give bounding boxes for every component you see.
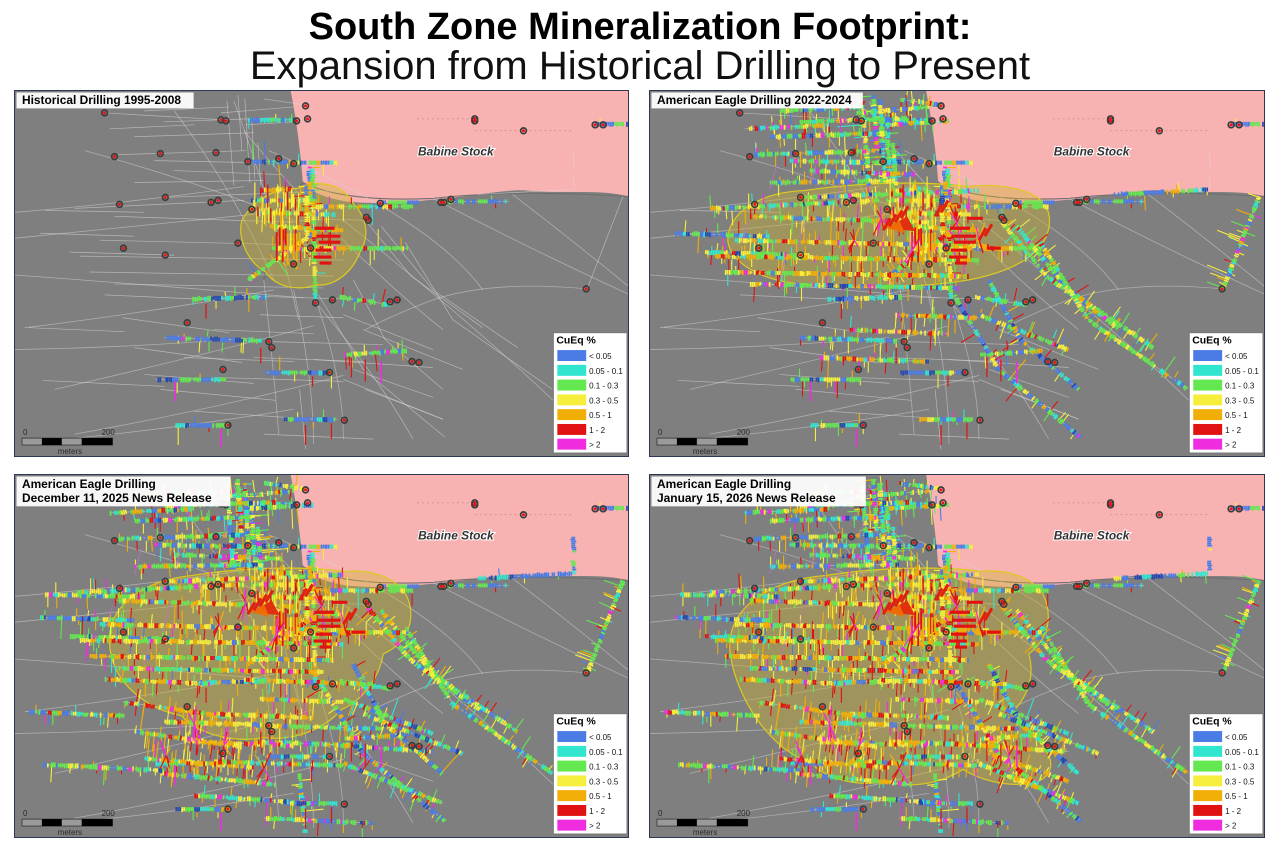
- svg-text:Babine Stock: Babine Stock: [418, 145, 495, 159]
- svg-text:< 0.05: < 0.05: [1225, 352, 1248, 361]
- svg-text:1 - 2: 1 - 2: [589, 807, 605, 816]
- svg-text:meters: meters: [58, 828, 82, 837]
- svg-text:Babine Stock: Babine Stock: [1054, 529, 1131, 543]
- svg-text:American Eagle Drilling: American Eagle Drilling: [657, 477, 791, 491]
- svg-text:January 15, 2026 News Release: January 15, 2026 News Release: [657, 491, 836, 505]
- svg-text:1 - 2: 1 - 2: [1225, 807, 1242, 816]
- svg-text:meters: meters: [58, 447, 82, 456]
- svg-text:0.1 - 0.3: 0.1 - 0.3: [1225, 382, 1255, 391]
- svg-text:< 0.05: < 0.05: [1225, 733, 1248, 742]
- svg-text:> 2: > 2: [589, 822, 601, 831]
- svg-text:0.05 - 0.1: 0.05 - 0.1: [589, 748, 623, 757]
- svg-text:0.1 - 0.3: 0.1 - 0.3: [1225, 763, 1255, 772]
- svg-text:0.3 - 0.5: 0.3 - 0.5: [589, 777, 619, 786]
- svg-text:0.5 - 1: 0.5 - 1: [1225, 792, 1248, 801]
- svg-text:CuEq %: CuEq %: [556, 336, 595, 347]
- svg-text:0.3 - 0.5: 0.3 - 0.5: [1225, 396, 1255, 405]
- svg-text:meters: meters: [693, 828, 717, 837]
- svg-text:Babine Stock: Babine Stock: [1054, 145, 1131, 159]
- svg-text:0.3 - 0.5: 0.3 - 0.5: [589, 396, 619, 405]
- svg-text:0.3 - 0.5: 0.3 - 0.5: [1225, 777, 1255, 786]
- svg-text:December 11, 2025 News Release: December 11, 2025 News Release: [22, 491, 212, 505]
- svg-text:< 0.05: < 0.05: [589, 352, 612, 361]
- svg-text:CuEq %: CuEq %: [556, 717, 595, 728]
- svg-text:0.1 - 0.3: 0.1 - 0.3: [589, 382, 619, 391]
- svg-text:0.5 - 1: 0.5 - 1: [589, 411, 612, 420]
- svg-text:American Eagle Drilling: American Eagle Drilling: [22, 477, 156, 491]
- svg-text:CuEq %: CuEq %: [1192, 717, 1231, 728]
- svg-text:1 - 2: 1 - 2: [589, 426, 605, 435]
- svg-text:1 - 2: 1 - 2: [1225, 426, 1242, 435]
- svg-text:0: 0: [23, 428, 28, 437]
- svg-text:0.05 - 0.1: 0.05 - 0.1: [1225, 367, 1259, 376]
- svg-text:0: 0: [658, 809, 663, 818]
- svg-text:> 2: > 2: [1225, 822, 1237, 831]
- svg-text:CuEq %: CuEq %: [1192, 336, 1231, 347]
- svg-text:0.05 - 0.1: 0.05 - 0.1: [1225, 748, 1259, 757]
- svg-text:0: 0: [658, 428, 663, 437]
- svg-text:meters: meters: [693, 447, 717, 456]
- svg-text:200: 200: [737, 428, 751, 437]
- svg-text:200: 200: [737, 809, 751, 818]
- svg-text:200: 200: [102, 809, 116, 818]
- svg-text:American Eagle Drilling 2022-2: American Eagle Drilling 2022-2024: [657, 93, 852, 107]
- svg-text:< 0.05: < 0.05: [589, 733, 612, 742]
- svg-text:Historical Drilling 1995-2008: Historical Drilling 1995-2008: [22, 93, 181, 107]
- svg-text:0: 0: [23, 809, 28, 818]
- svg-text:0.5 - 1: 0.5 - 1: [1225, 411, 1248, 420]
- svg-text:> 2: > 2: [589, 441, 601, 450]
- svg-text:200: 200: [102, 428, 116, 437]
- svg-text:> 2: > 2: [1225, 441, 1237, 450]
- svg-text:Babine Stock: Babine Stock: [418, 529, 495, 543]
- svg-text:0.5 - 1: 0.5 - 1: [589, 792, 612, 801]
- svg-text:0.1 - 0.3: 0.1 - 0.3: [589, 763, 619, 772]
- svg-text:0.05 - 0.1: 0.05 - 0.1: [589, 367, 623, 376]
